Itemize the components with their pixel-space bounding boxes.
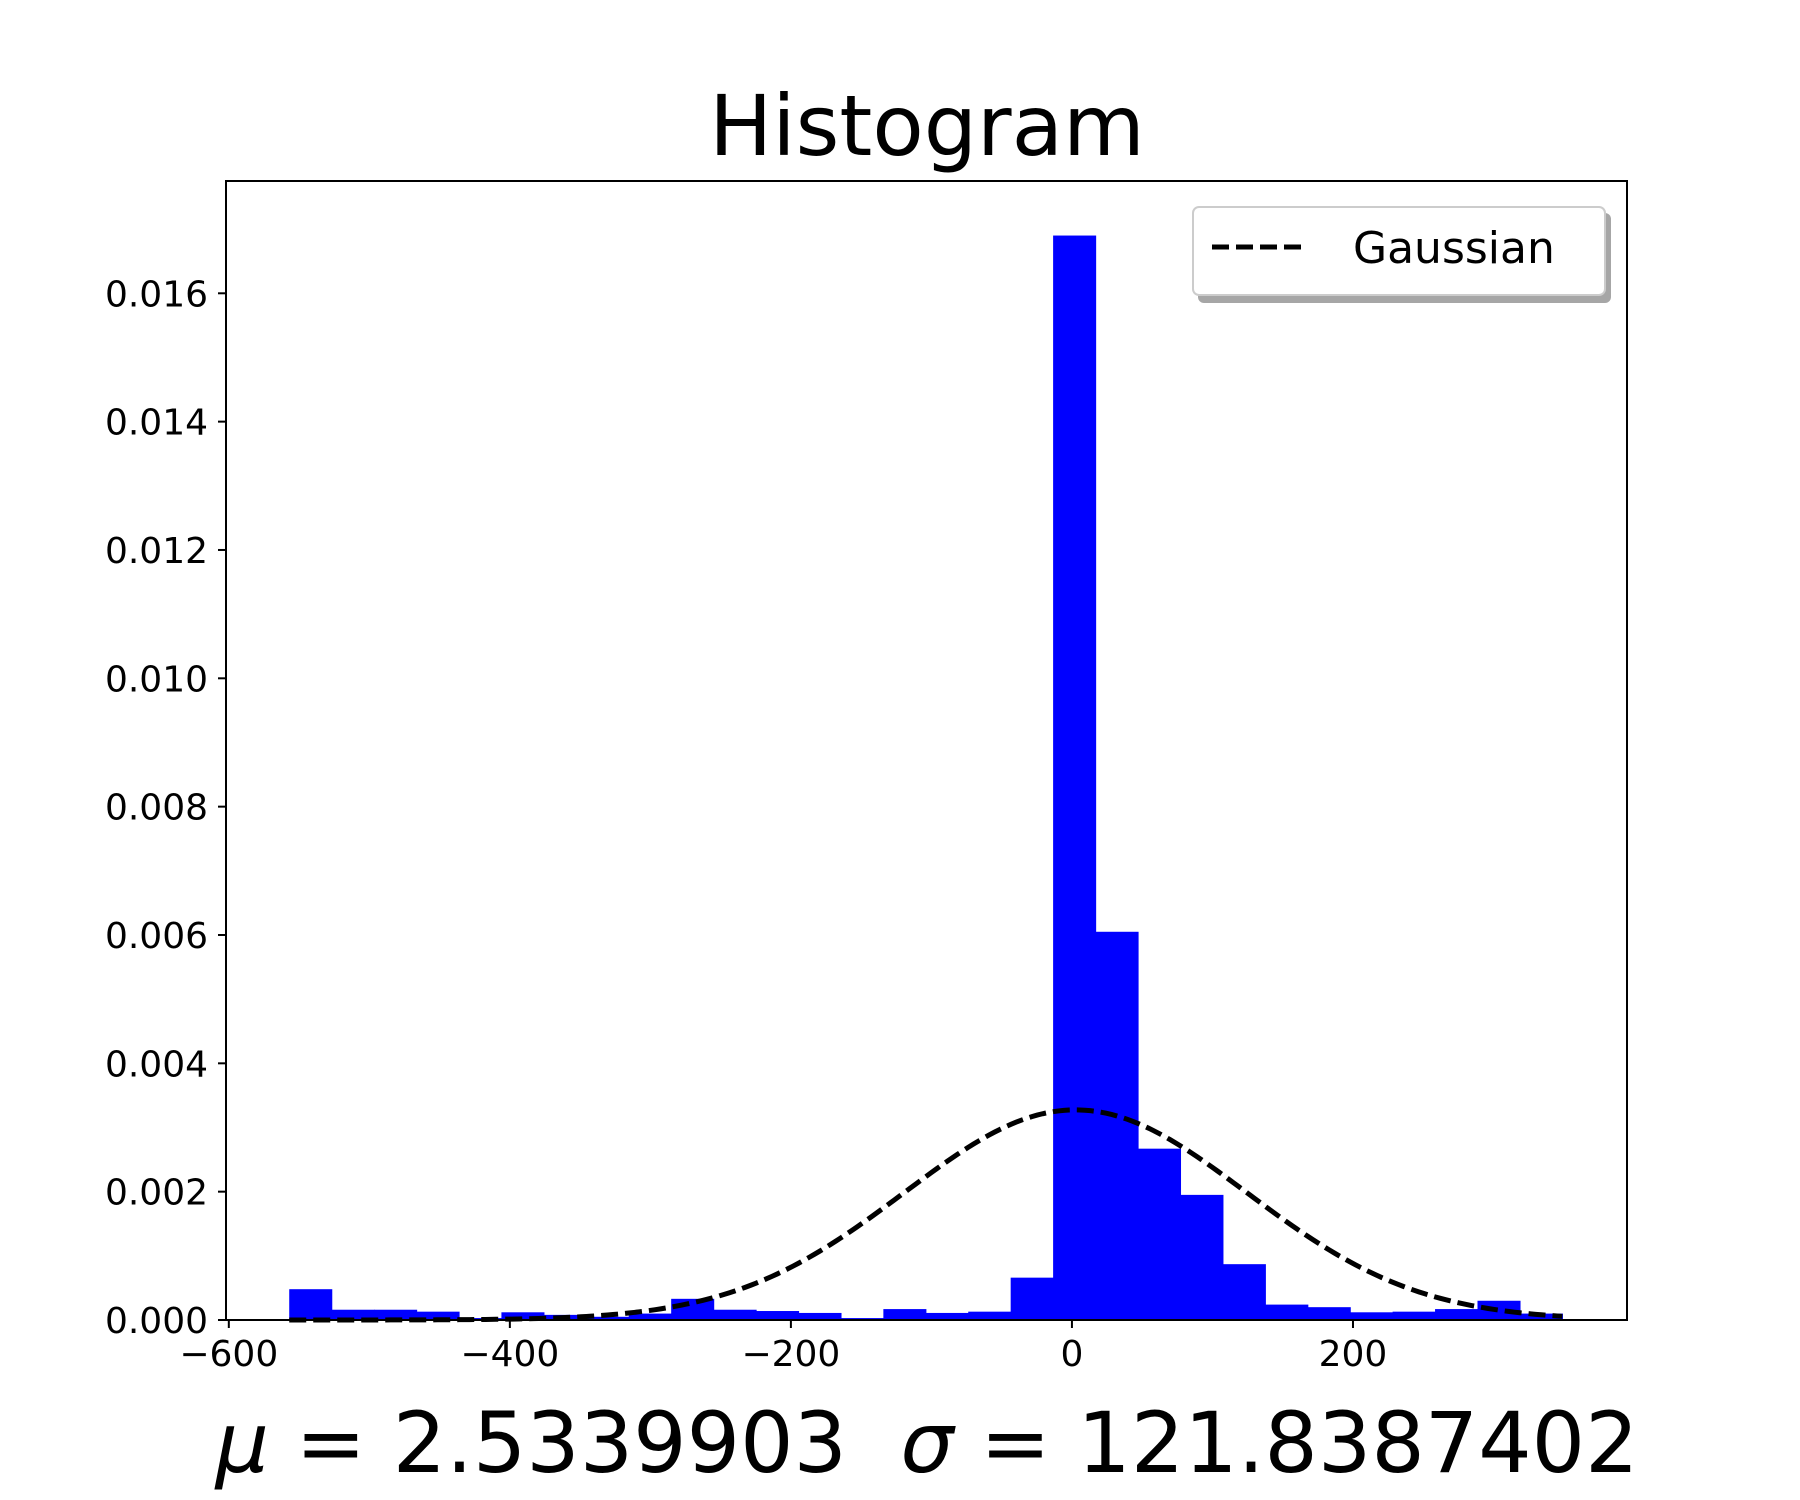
histogram-bar [1307, 1307, 1351, 1320]
histogram-bar [586, 1316, 630, 1320]
x-axis: −600 −400 −200 0 200 [179, 1320, 1387, 1375]
histogram-bar [1477, 1300, 1521, 1320]
mu-value: = 2.5339903 [269, 1394, 900, 1492]
histogram-bar [331, 1309, 375, 1320]
histogram-bar [1053, 235, 1097, 1320]
x-tick-label: 0 [1060, 1334, 1083, 1375]
y-tick-label: 0.008 [105, 788, 208, 829]
y-tick-label: 0.014 [105, 403, 208, 444]
y-tick-label: 0.000 [105, 1301, 208, 1342]
y-tick-label: 0.006 [105, 916, 208, 957]
histogram-bar [1265, 1304, 1309, 1320]
x-tick-label: −200 [741, 1334, 840, 1375]
histogram-bar [1095, 931, 1139, 1320]
histogram-bar [1222, 1264, 1266, 1320]
histogram-bar [713, 1309, 757, 1320]
legend-box [1192, 206, 1606, 296]
histogram-bar [501, 1312, 545, 1320]
chart-title: Histogram [709, 77, 1145, 175]
histogram-bar [756, 1311, 800, 1320]
histogram-bar [1350, 1312, 1394, 1320]
histogram-bar [925, 1312, 969, 1320]
y-tick-label: 0.016 [105, 274, 208, 315]
histogram-bar [968, 1311, 1012, 1320]
gaussian-curve [289, 1107, 1563, 1323]
legend: Gaussian [1192, 206, 1611, 303]
histogram-bar [1435, 1309, 1479, 1320]
histogram-bar [1137, 1148, 1182, 1320]
y-axis: 0.000 0.002 0.004 0.006 0.008 0.010 0.012 0.014… [105, 274, 226, 1342]
histogram-bar [671, 1298, 715, 1320]
histogram-bar [798, 1312, 842, 1320]
x-axis-label: μ = 2.5339903 σ = 121.8387402 [213, 1394, 1638, 1492]
y-tick-label: 0.004 [105, 1044, 208, 1085]
histogram-bar [628, 1313, 672, 1320]
histogram-bar [883, 1309, 927, 1320]
x-tick-label: −600 [179, 1334, 278, 1375]
histogram-bars [289, 235, 1563, 1320]
histogram-bar [374, 1309, 418, 1320]
mu-symbol: μ [213, 1394, 268, 1492]
x-tick-label: −400 [460, 1334, 559, 1375]
histogram-bar [289, 1289, 333, 1320]
legend-gaussian-label: Gaussian [1353, 223, 1555, 274]
plot-frame [225, 180, 1628, 1321]
sigma-symbol: σ [900, 1394, 956, 1492]
histogram-bar [416, 1311, 460, 1320]
histogram-bar [1010, 1277, 1054, 1320]
sigma-value: = 121.8387402 [954, 1394, 1639, 1492]
histogram-bar [1180, 1194, 1224, 1320]
gaussian-curve-layer [289, 1107, 1563, 1323]
y-tick-label: 0.002 [105, 1173, 208, 1214]
y-tick-label: 0.010 [105, 659, 208, 700]
histogram-bar [1392, 1311, 1436, 1320]
y-tick-label: 0.012 [105, 531, 208, 572]
x-tick-label: 200 [1319, 1334, 1388, 1375]
